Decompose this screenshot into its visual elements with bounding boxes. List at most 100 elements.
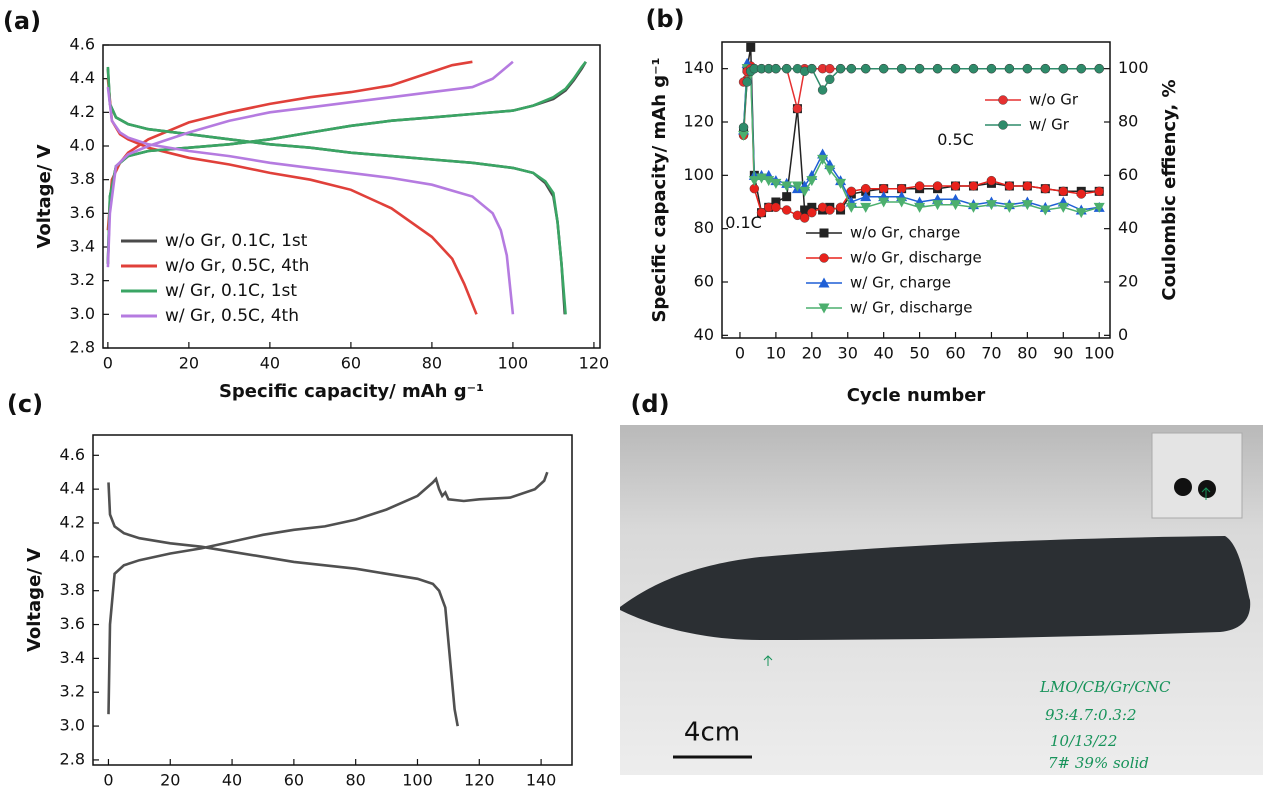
y2-tick-label: 60 — [1118, 165, 1138, 184]
legend-marker — [818, 303, 830, 314]
marker — [781, 181, 793, 192]
y-tick-label: 3.6 — [60, 614, 85, 633]
legend-label: w/ Gr, charge — [850, 274, 951, 292]
marker — [1075, 208, 1087, 219]
marker — [806, 176, 818, 187]
marker — [835, 63, 846, 74]
y-tick-label: 100 — [683, 165, 714, 184]
x-tick-label: 0 — [103, 354, 113, 373]
marker — [1076, 189, 1086, 199]
marker — [748, 176, 760, 187]
y-tick-label: 3.0 — [60, 716, 85, 735]
marker — [968, 181, 979, 191]
marker — [878, 63, 889, 74]
y-tick-label: 4.2 — [70, 102, 95, 121]
x-axis-label: Specific capacity/ mAh g⁻¹ — [200, 798, 465, 800]
x-tick-label: 80 — [1017, 344, 1037, 363]
marker — [1058, 186, 1068, 197]
y-tick-label: 4.4 — [60, 479, 85, 498]
marker — [770, 178, 782, 189]
marker — [800, 205, 810, 215]
x-tick-label: 20 — [160, 771, 180, 790]
plot-frame — [92, 434, 573, 766]
x-tick-label: 60 — [284, 771, 304, 790]
marker — [1022, 63, 1033, 74]
x-tick-label: 40 — [260, 354, 280, 373]
marker — [1004, 181, 1015, 191]
y-tick-label: 4.6 — [70, 35, 95, 54]
x-tick-label: 40 — [873, 344, 893, 363]
marker — [1058, 63, 1068, 74]
x-tick-label: 40 — [222, 771, 242, 790]
marker — [738, 130, 750, 141]
legend-label: w/o Gr — [1029, 91, 1079, 109]
x-tick-label: 60 — [341, 354, 361, 373]
scale-bar-label: 4cm — [684, 718, 740, 748]
note: LMO/CB/Gr/CNC — [1039, 678, 1171, 696]
marker — [835, 202, 846, 213]
note: 93:4.7:0.3:2 — [1045, 706, 1137, 724]
plot-frame — [102, 44, 601, 349]
marker — [825, 205, 835, 215]
marker — [792, 103, 803, 114]
legend-marker — [819, 228, 829, 238]
x-tick-label: 90 — [1053, 344, 1073, 363]
y-tick-label: 60 — [694, 272, 714, 291]
series-line — [106, 60, 515, 315]
series-line — [742, 65, 1100, 219]
x-tick-label: 50 — [909, 344, 929, 363]
x-axis-label: Specific capacity/ mAh g⁻¹ — [219, 381, 484, 402]
marker — [746, 42, 756, 52]
marker — [742, 77, 752, 87]
marker — [771, 63, 781, 74]
x-tick-label: 20 — [179, 354, 199, 373]
marker — [896, 63, 907, 74]
y2-tick-label: 80 — [1118, 112, 1138, 131]
y-tick-label: 80 — [694, 218, 714, 237]
y2-axis-label: Coulombic effiency, % — [1159, 79, 1180, 300]
marker — [860, 191, 872, 202]
legend-marker — [819, 253, 829, 263]
arrow — [1201, 487, 1211, 500]
marker — [771, 202, 781, 213]
y-tick-label: 2.8 — [70, 338, 95, 357]
panel-label: (b) — [645, 5, 684, 33]
marker — [791, 181, 803, 192]
x-tick-label: 100 — [498, 354, 529, 373]
marker — [825, 74, 835, 85]
y2-tick-label: 20 — [1118, 272, 1138, 291]
marker — [817, 154, 829, 165]
marker — [1094, 186, 1104, 197]
x-tick-label: 140 — [526, 771, 557, 790]
x-tick-label: 80 — [345, 771, 365, 790]
marker — [878, 197, 890, 208]
marker — [771, 197, 781, 207]
marker — [1040, 63, 1051, 74]
x-tick-label: 100 — [402, 771, 433, 790]
marker — [1022, 181, 1033, 191]
legend-label: w/ Gr, discharge — [850, 299, 973, 317]
series-line — [106, 60, 478, 315]
x-tick-label: 80 — [422, 354, 442, 373]
y-axis-label: Voltage/ V — [24, 548, 45, 652]
y-tick-label: 3.4 — [60, 648, 85, 667]
marker — [799, 213, 810, 223]
x-tick-label: 120 — [464, 771, 495, 790]
annotation: 0.1C — [725, 213, 762, 232]
y-tick-label: 3.2 — [60, 682, 85, 701]
legend-label: w/ Gr, 0.5C, 4th — [165, 306, 299, 326]
marker — [932, 200, 944, 211]
marker — [817, 85, 828, 95]
marker — [824, 165, 836, 176]
marker — [1003, 202, 1015, 213]
y-tick-label: 3.6 — [70, 203, 95, 222]
plot-area — [107, 471, 549, 727]
panel-label: (d) — [630, 390, 669, 418]
marker — [763, 176, 775, 187]
x-tick-label: 0 — [735, 344, 745, 363]
marker — [781, 205, 792, 215]
legend-marker — [998, 95, 1008, 105]
marker — [986, 63, 997, 74]
marker — [860, 202, 872, 213]
